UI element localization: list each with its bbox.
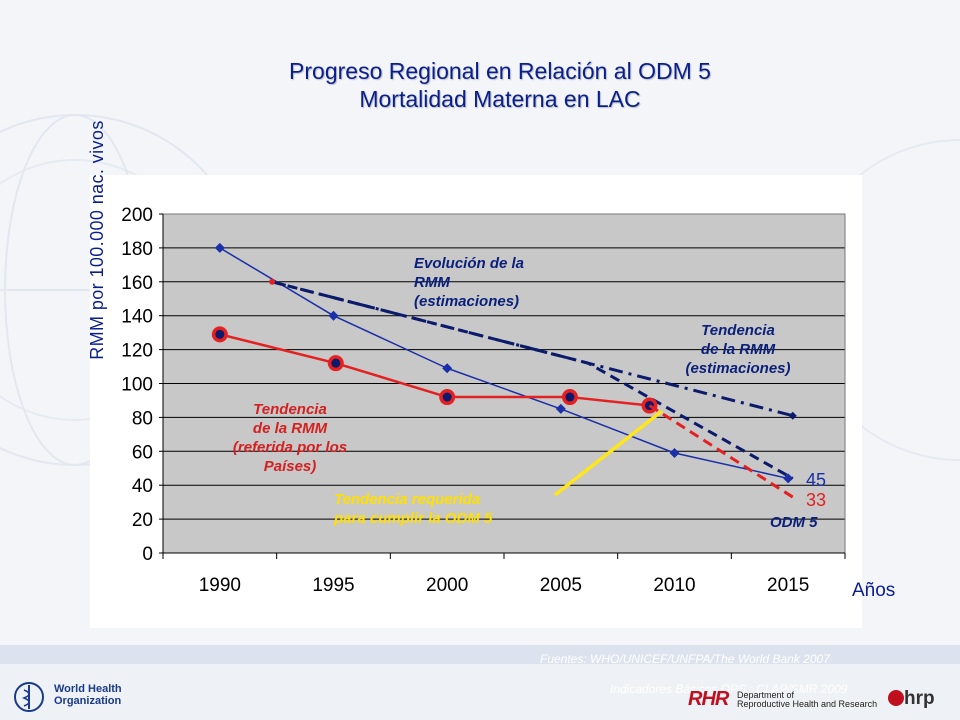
y-tick-label: 60 [132, 442, 153, 463]
chart-title-line2: Mortalidad Materna en LAC [359, 86, 641, 112]
annotation-line: Tendencia requerida [334, 491, 481, 508]
data-point-diamond [328, 310, 339, 321]
x-tick-label: 1990 [199, 575, 241, 596]
annotation-line: (referida por los [232, 439, 348, 456]
hrp-mark-icon [888, 690, 904, 706]
x-axis-title: Años [852, 580, 896, 601]
annotation-odm5: ODM 5 [770, 514, 818, 531]
annotation-tendencia-estimaciones: Tendencia de la RMM (estimaciones) [668, 321, 808, 378]
x-tick-label: 2010 [653, 575, 695, 596]
y-tick-label: 100 [121, 375, 153, 396]
data-point-diamond [442, 363, 453, 374]
who-logo-text: World Health Organization [54, 683, 122, 707]
y-tick-label: 80 [132, 408, 153, 429]
series-line [648, 404, 794, 499]
data-point-center [565, 392, 575, 402]
chart-title-line1: Progreso Regional en Relación al ODM 5 [289, 58, 711, 84]
annotation-tendencia-paises: Tendencia de la RMM (referida por los Pa… [210, 400, 370, 476]
source-line2: Indicadores Básicos OPS ; CLAP/SMR 2009 [610, 682, 848, 696]
y-tick-label: 160 [121, 273, 153, 294]
y-tick-label: 140 [121, 307, 153, 328]
annotation-line: (estimaciones) [685, 360, 791, 377]
data-point-center [442, 392, 452, 402]
data-point-center [215, 329, 225, 339]
dept-line1: Department of [737, 690, 795, 700]
annotation-line: Tendencia [701, 322, 775, 339]
department-name: Department of Reproductive Health and Re… [737, 691, 877, 709]
chart-area: 0 20 40 60 80 100 120 140 160 180 200 1990 1995 2000 2… [90, 175, 862, 628]
annotation-line: de la RMM [252, 420, 328, 437]
dept-line2: Reproductive Health and Research [737, 699, 878, 709]
annotation-line: para cumplir la ODM 5 [334, 510, 493, 527]
x-tick-label: 1995 [312, 575, 354, 596]
y-tick-label: 20 [132, 510, 153, 531]
who-line2: Organization [54, 695, 122, 707]
data-point-diamond [555, 403, 566, 414]
rhr-logo: RHR [688, 688, 729, 710]
x-tick-label: 2005 [540, 575, 582, 596]
data-point-diamond [788, 411, 797, 420]
series-line [219, 247, 789, 480]
end-label-blue: 45 [806, 470, 827, 490]
annotation-pointer [553, 409, 664, 497]
hrp-logo: hrp [904, 688, 935, 709]
y-tick-label: 120 [121, 341, 153, 362]
y-tick-label: 200 [121, 205, 153, 226]
x-tick-label: 2000 [426, 575, 468, 596]
data-point-center [331, 358, 341, 368]
annotation-line: RMM [414, 274, 450, 291]
data-point-start [269, 278, 276, 285]
data-point-diamond [214, 242, 225, 253]
y-tick-label: 0 [142, 544, 153, 565]
annotation-tendencia-requerida: Tendencia requerida para cumplir la ODM … [334, 490, 492, 528]
data-point-diamond [669, 447, 680, 458]
annotation-line: (estimaciones) [414, 293, 520, 310]
chart-svg: 0 20 40 60 80 100 120 140 160 180 200 1990 1995 2000 2… [121, 205, 846, 596]
y-tick-label: 40 [132, 476, 153, 497]
footer-bar [0, 664, 960, 720]
x-tick-label: 2015 [767, 575, 809, 596]
annotation-line: de la RMM [700, 341, 776, 358]
series-line [271, 280, 794, 480]
annotation-evolucion: Evolución de la RMM (estimaciones) [414, 254, 524, 311]
end-label-red: 33 [806, 490, 827, 510]
who-emblem-icon [14, 682, 44, 712]
annotation-line: Evolución de la [414, 255, 525, 272]
source-line1: Fuentes: WHO/UNICEF/UNFPA/The World Bank… [540, 652, 830, 666]
who-line1: World Health [54, 683, 122, 695]
annotation-line: Tendencia [253, 401, 327, 418]
y-tick-label: 180 [121, 239, 153, 260]
y-axis-title: RMM por 100.000 nac. vivos [87, 120, 107, 360]
annotation-line: Países) [263, 458, 317, 475]
